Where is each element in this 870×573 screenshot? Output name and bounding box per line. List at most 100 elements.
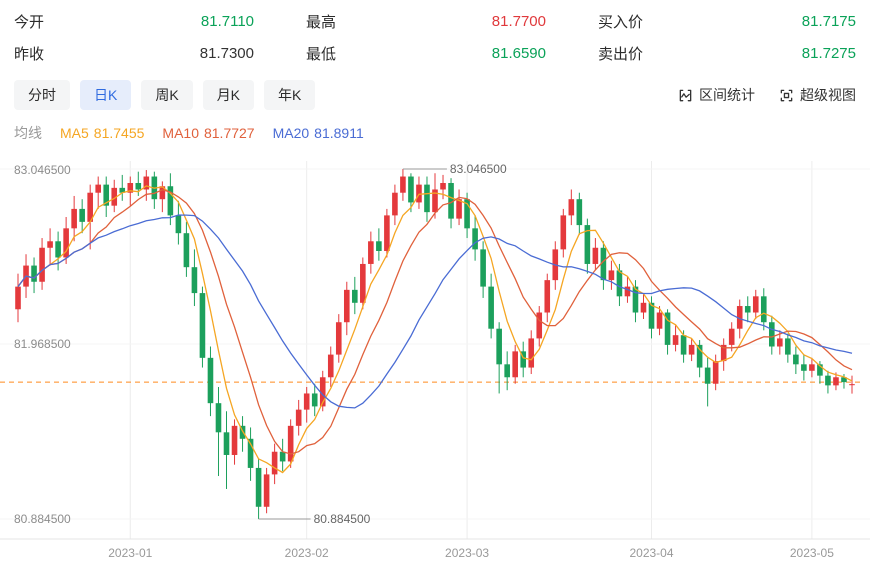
candle-body [279, 451, 286, 462]
tab-yearly-k[interactable]: 年K [264, 80, 316, 110]
candle-body [664, 312, 671, 345]
candle-body [480, 249, 486, 287]
candle-body [440, 183, 446, 190]
candle-body [520, 351, 527, 368]
candle-body [231, 425, 238, 455]
candle-body [817, 364, 823, 376]
candle-body [263, 474, 270, 507]
candle-body [456, 199, 462, 219]
candle-body [744, 306, 751, 313]
ma20-name: MA20 [272, 124, 310, 141]
candle-body [769, 322, 775, 347]
quote-bid-price: 买入价 81.7175 [598, 12, 856, 31]
candle-body [472, 228, 478, 250]
candle-body [504, 364, 510, 378]
candle-body [568, 199, 575, 216]
candle-body [624, 286, 631, 297]
candle-body [688, 344, 695, 355]
candle-body [63, 228, 69, 258]
quote-ask-price: 卖出价 81.7275 [598, 44, 856, 63]
tab-daily-k[interactable]: 日K [80, 80, 132, 110]
candle-body [528, 338, 535, 368]
candle-body [55, 241, 61, 258]
candle-body [600, 247, 607, 281]
candle-body [47, 241, 53, 248]
quote-prev-close: 昨收 81.7300 [14, 44, 254, 63]
candle-body [31, 265, 37, 282]
ma10-legend: MA10 81.7727 [162, 125, 254, 141]
ma10-name: MA10 [162, 124, 199, 141]
candle-body [704, 367, 711, 384]
candle-body [360, 263, 366, 303]
candle-body [536, 312, 543, 339]
candle-body [752, 296, 759, 313]
candle-body [368, 241, 374, 264]
candle-body [680, 335, 687, 355]
candle-body [319, 377, 326, 407]
range-stats-icon [679, 89, 692, 101]
candle-body [303, 393, 310, 410]
y-axis-label: 80.884500 [14, 512, 71, 526]
ma10-value: 81.7727 [203, 124, 255, 141]
candle-body [632, 286, 639, 313]
candle-body [327, 354, 334, 378]
candle-body [167, 186, 174, 216]
super-view-icon [780, 89, 793, 101]
candle-body [400, 176, 406, 193]
tab-monthly-k[interactable]: 月K [202, 80, 255, 110]
candle-body [424, 184, 430, 213]
candle-body [384, 215, 390, 251]
tab-minute[interactable]: 分时 [14, 80, 70, 110]
quote-high: 最高 81.7700 [306, 12, 546, 31]
candle-body [87, 192, 93, 222]
candle-body [841, 377, 847, 383]
candle-body [833, 377, 839, 386]
candle-body [736, 306, 743, 329]
candle-body [672, 335, 679, 345]
quote-label: 昨收 [14, 46, 45, 63]
ma20-line [17, 214, 853, 409]
candle-body [15, 286, 21, 310]
candle-body [488, 286, 494, 329]
quote-today-open: 今开 81.7110 [14, 12, 254, 31]
candle-body [793, 354, 799, 365]
candle-body [127, 183, 134, 193]
candle-body [295, 409, 302, 426]
candle-body [71, 208, 77, 229]
range-statistics-button[interactable]: 区间统计 [678, 85, 755, 105]
ma-legend: 均线 MA5 81.7455 MA10 81.7727 MA20 81.8911 [0, 110, 870, 141]
candle-body [376, 241, 382, 251]
candle-body [335, 322, 342, 355]
candle-body [608, 270, 615, 281]
candle-body [183, 233, 190, 268]
candlestick-chart[interactable]: 2023-01 2023-02 2023-03 2023-04 2023-05 83.04… [0, 149, 870, 572]
tool-label: 区间统计 [699, 87, 755, 103]
x-axis-label: 2023-02 [285, 546, 329, 560]
candle-body [576, 199, 583, 226]
x-axis-label: 2023-05 [790, 546, 834, 560]
y-axis-label: 81.968500 [14, 337, 71, 351]
ma20-value: 81.8911 [314, 124, 364, 141]
candle-body [696, 344, 703, 368]
tool-label: 超级视图 [800, 87, 856, 103]
candle-body [777, 338, 783, 347]
price-annotation: 83.046500 [450, 162, 507, 176]
candle-body [79, 208, 85, 222]
candle-body [728, 328, 735, 345]
candle-body [809, 364, 815, 371]
candle-body [656, 312, 663, 329]
quote-value: 81.7175 [801, 13, 856, 30]
x-axis-label: 2023-01 [108, 546, 152, 560]
candle-body [343, 289, 350, 323]
candle-body [801, 364, 807, 371]
tab-weekly-k[interactable]: 周K [141, 80, 193, 110]
candle-body [175, 215, 182, 234]
candle-body [785, 338, 791, 355]
candle-body [432, 189, 438, 213]
candle-body [207, 357, 214, 404]
candle-body [95, 184, 101, 193]
x-axis-label: 2023-03 [445, 546, 489, 560]
candle-body [648, 302, 655, 329]
super-view-button[interactable]: 超级视图 [779, 85, 856, 105]
candle-body [416, 184, 422, 203]
